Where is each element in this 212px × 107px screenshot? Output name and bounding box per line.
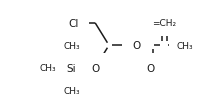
Text: CH₃: CH₃: [177, 42, 193, 51]
Text: O: O: [91, 64, 99, 74]
Text: =CH₂: =CH₂: [152, 19, 176, 28]
Text: O: O: [146, 64, 155, 74]
Text: Si: Si: [67, 64, 76, 74]
Text: CH₃: CH₃: [63, 87, 80, 96]
Text: O: O: [132, 41, 141, 51]
Text: CH₃: CH₃: [39, 64, 56, 73]
Text: Cl: Cl: [68, 19, 79, 29]
Text: CH₃: CH₃: [63, 42, 80, 51]
